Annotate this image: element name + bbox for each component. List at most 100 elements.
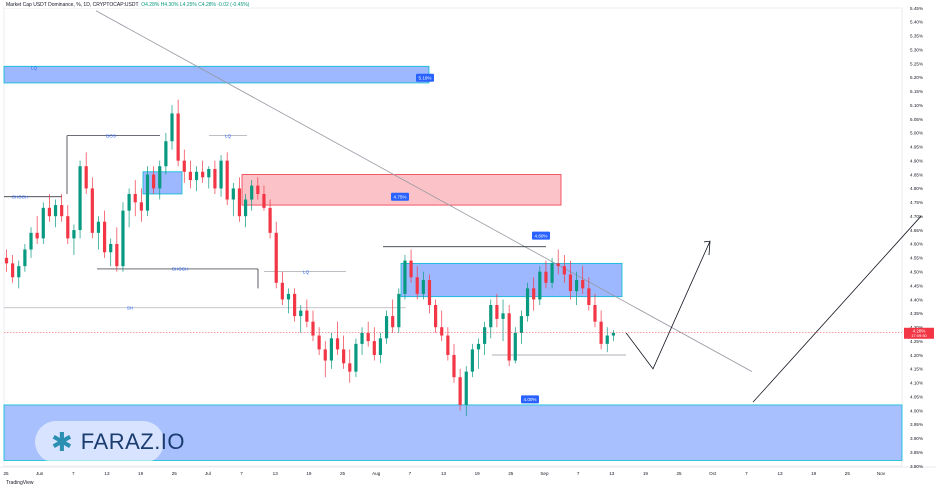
candle-body xyxy=(299,310,303,317)
ohlc-values: O4.28% H4.30% L4.25% C4.28% -0.02 (-0.45… xyxy=(141,2,250,8)
y-tick-label: 5.40% xyxy=(910,20,923,25)
y-tick-label: 4.10% xyxy=(910,381,923,386)
candle-body xyxy=(188,171,192,181)
candle-body xyxy=(446,335,450,355)
x-tick-label: 7 xyxy=(72,471,75,476)
y-tick-label: 4.90% xyxy=(910,158,923,163)
symbol-header: Market Cap USDT Dominance, %, 1D, CRYPTO… xyxy=(6,2,250,8)
x-tick-label: 13 xyxy=(609,471,615,476)
candle-body xyxy=(458,377,462,405)
candle-body xyxy=(158,166,162,189)
candle-body xyxy=(262,193,266,208)
x-tick-label: 13 xyxy=(104,471,110,476)
y-tick-label: 5.45% xyxy=(910,6,923,11)
candle-body xyxy=(127,193,131,211)
candle-body xyxy=(201,171,205,178)
y-tick-label: 4.45% xyxy=(910,283,923,288)
y-tick-label: 5.35% xyxy=(910,34,923,39)
y-tick-label: 4.40% xyxy=(910,297,923,302)
x-tick-label: 25 xyxy=(172,471,178,476)
x-tick-label: 13 xyxy=(777,471,783,476)
logo-text: FARAZ.IO xyxy=(80,429,186,454)
faraz-logo: ✱ FARAZ.IO xyxy=(35,421,185,463)
candle-body xyxy=(415,277,419,294)
y-tick-label: 4.25% xyxy=(910,339,923,344)
candle-body xyxy=(41,207,45,239)
candle-body xyxy=(366,332,370,342)
candle-body xyxy=(256,185,260,194)
y-tick-label: 3.95% xyxy=(910,422,923,427)
candle-body xyxy=(274,232,278,283)
candle-body xyxy=(305,310,309,322)
tradingview-label: TradingView xyxy=(6,480,34,486)
candle-body xyxy=(397,293,401,328)
candle-body xyxy=(60,205,64,217)
candle-body xyxy=(440,327,444,336)
candle-body xyxy=(587,288,591,306)
candle-body xyxy=(293,293,297,317)
asterisk-logo-icon: ✱ xyxy=(51,427,73,457)
x-tick-label: 7 xyxy=(577,471,580,476)
candle-body xyxy=(280,282,284,300)
y-tick-label: 5.00% xyxy=(910,131,923,136)
y-tick-label: 5.10% xyxy=(910,103,923,108)
candle-body xyxy=(556,263,560,267)
candle-body xyxy=(225,160,229,200)
candle-body xyxy=(562,266,566,275)
candle-body xyxy=(133,193,137,203)
zone-label-400-bg xyxy=(521,395,539,404)
y-tick-label: 5.15% xyxy=(910,89,923,94)
candle-body xyxy=(476,343,481,350)
candle-body xyxy=(231,188,235,200)
annotation-lq-top: LQ xyxy=(31,65,38,70)
candle-body xyxy=(538,271,542,300)
y-tick-label: 4.65% xyxy=(910,228,923,233)
candle-body xyxy=(378,338,383,355)
candle-body xyxy=(72,230,76,239)
annotation-bos: BOS xyxy=(106,133,116,138)
candle-body xyxy=(427,280,432,306)
x-tick-label: 7 xyxy=(240,471,243,476)
candle-body xyxy=(35,232,39,239)
candle-body xyxy=(550,263,554,283)
y-tick-label: 3.85% xyxy=(910,450,923,455)
candle-body xyxy=(237,188,242,217)
candle-body xyxy=(342,349,346,364)
candle-body xyxy=(574,280,579,292)
descending-trendline xyxy=(95,10,753,372)
zone-label-519: 5.19% xyxy=(418,75,431,80)
long-projection-path xyxy=(752,215,922,403)
candle-body xyxy=(348,363,352,372)
y-tick-label: 4.35% xyxy=(910,311,923,316)
y-tick-label: 3.90% xyxy=(910,436,923,441)
x-tick-label: 7 xyxy=(745,471,748,476)
annotation-lq-mid: LQ xyxy=(225,133,232,138)
candle-body xyxy=(403,260,407,294)
symbol-title: Market Cap USDT Dominance, %, 1D, CRYPTO… xyxy=(6,2,139,8)
y-tick-label: 5.20% xyxy=(910,75,923,80)
last-price-label: 4.28% xyxy=(913,328,926,333)
tradingview-brand: TradingView xyxy=(6,480,34,486)
y-tick-label: 4.00% xyxy=(910,408,923,413)
y-tick-label: 4.55% xyxy=(910,256,923,261)
candle-body xyxy=(139,202,143,211)
candle-body xyxy=(47,207,52,217)
x-tick-label: 19 xyxy=(475,471,481,476)
candle-body xyxy=(464,371,468,405)
candle-body xyxy=(207,168,211,178)
candle-body xyxy=(23,249,27,267)
x-tick-label: 19 xyxy=(306,471,312,476)
candle-body xyxy=(483,327,487,344)
candle-body xyxy=(145,174,150,211)
candle-body xyxy=(194,171,199,181)
candle-body xyxy=(452,354,456,378)
annotation-lq-right: LQ xyxy=(303,269,310,274)
candle-body xyxy=(213,168,217,189)
x-tick-label: 25 xyxy=(340,471,346,476)
zone-label-475-bg xyxy=(391,192,409,201)
x-tick-label: 13 xyxy=(441,471,447,476)
x-tick-label: 25 xyxy=(508,471,514,476)
candle-body xyxy=(11,263,15,278)
candle-body xyxy=(409,260,413,278)
